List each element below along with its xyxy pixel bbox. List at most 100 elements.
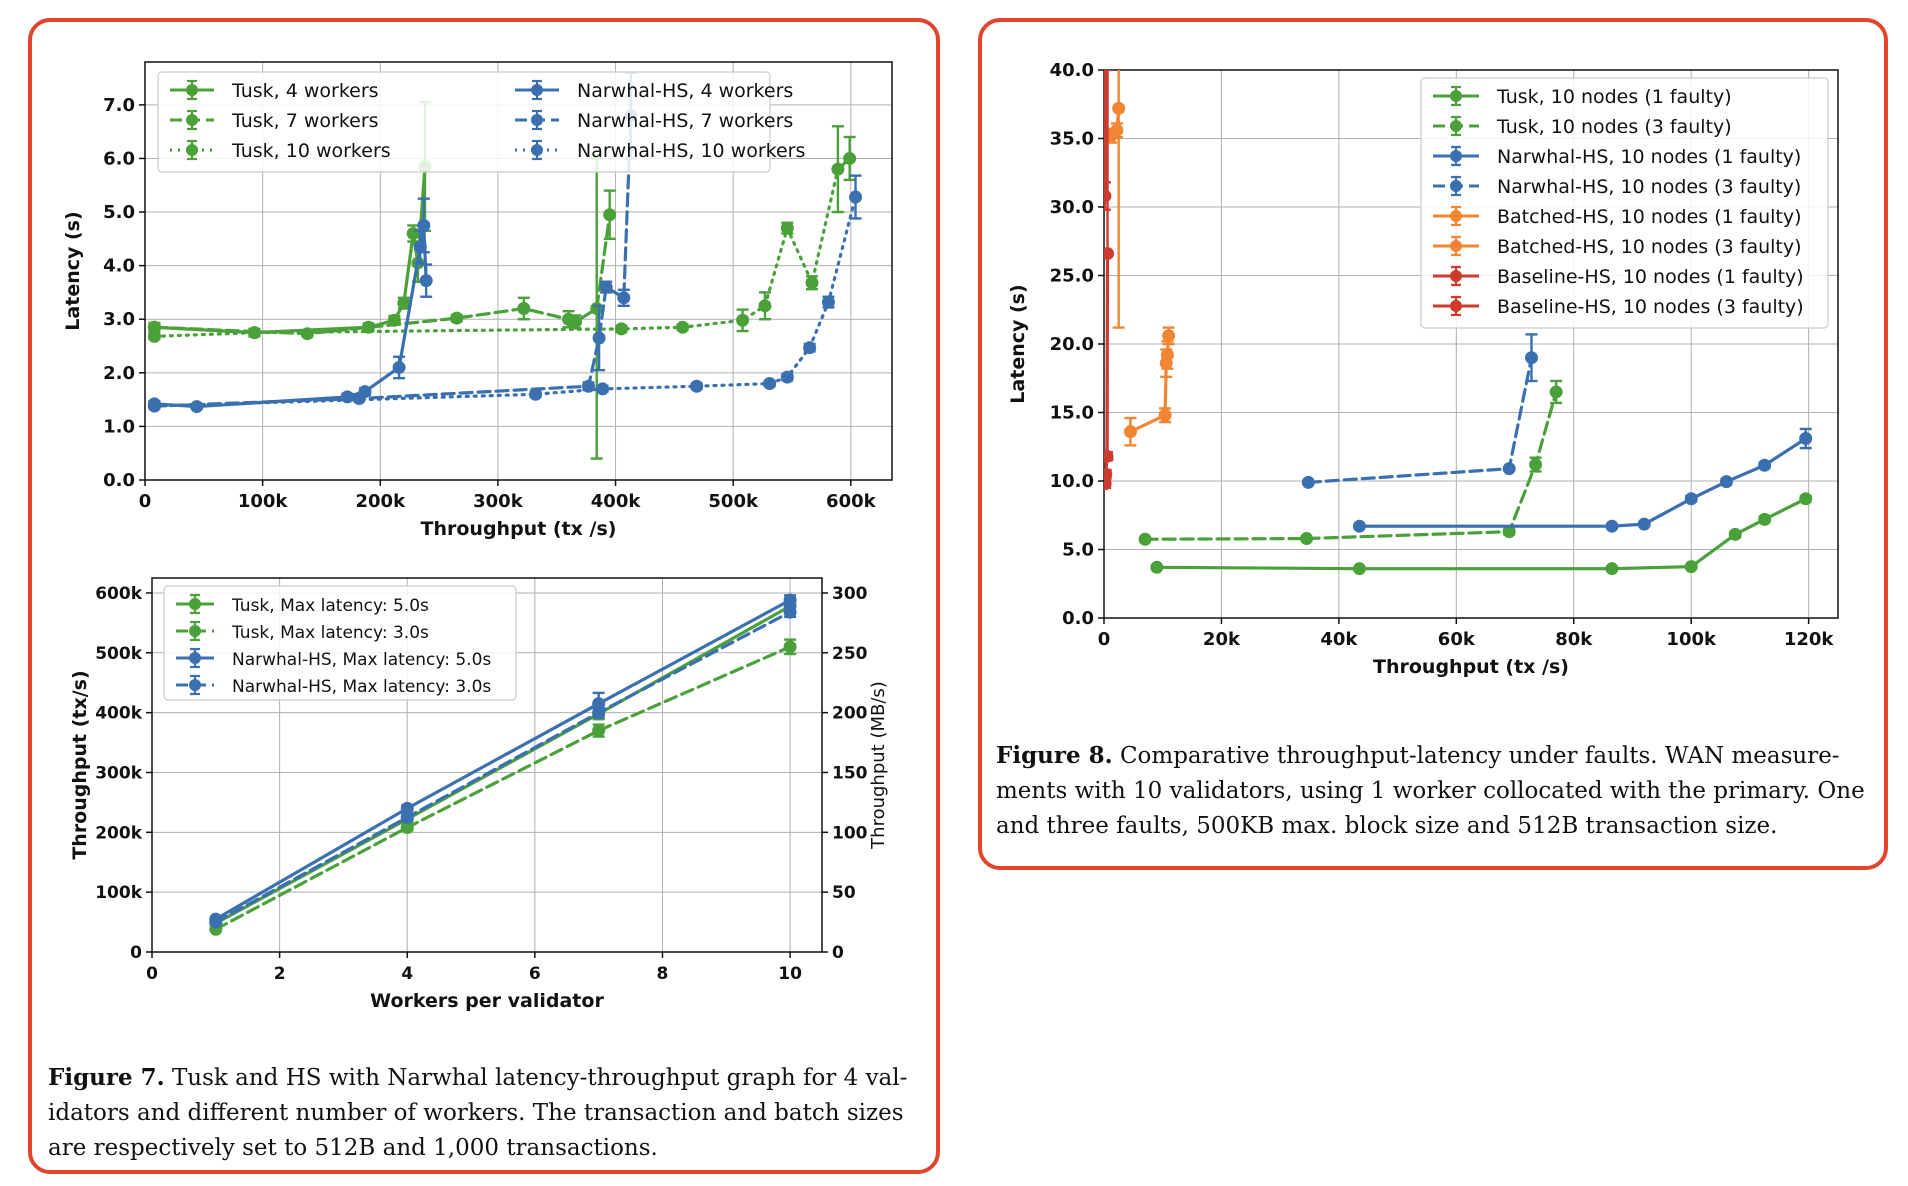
data-point — [1549, 385, 1563, 399]
y-right-tick-label: 200 — [832, 704, 868, 724]
data-point — [1728, 527, 1742, 541]
y-tick-label: 500k — [95, 644, 142, 664]
x-tick-label: 2 — [274, 964, 286, 984]
data-point — [1719, 475, 1733, 489]
y-right-tick-label: 150 — [832, 763, 868, 783]
data-point — [592, 331, 606, 345]
series-line — [1357, 436, 1808, 528]
data-point — [1150, 560, 1164, 574]
y-tick-label: 3.0 — [103, 309, 135, 330]
y-tick-label: 35.0 — [1050, 129, 1094, 150]
legend-label: Batched-HS, 10 nodes (3 faulty) — [1497, 236, 1802, 258]
data-point — [821, 295, 835, 309]
y-tick-label: 300k — [95, 763, 142, 783]
series-line — [1143, 390, 1558, 541]
series-6 — [1104, 70, 1115, 491]
legend-label: Narwhal-HS, 10 workers — [577, 140, 805, 162]
y-tick-label: 600k — [95, 584, 142, 604]
legend-marker — [531, 84, 543, 96]
legend-entry: Batched-HS, 10 nodes (3 faulty) — [1433, 235, 1802, 258]
plot-frame — [144, 61, 893, 481]
x-tick-label: 6 — [529, 964, 541, 984]
data-point — [849, 190, 863, 204]
y-tick-label: 5.0 — [1062, 540, 1094, 561]
legend-label: Baseline-HS, 10 nodes (3 faulty) — [1497, 296, 1804, 318]
y-tick-label: 15.0 — [1050, 403, 1094, 424]
legend-marker — [186, 84, 198, 96]
plot-frame — [1103, 69, 1839, 619]
figure-7-caption: Figure 7. Tusk and HS with Narwhal laten… — [48, 1060, 918, 1166]
legend-label: Tusk, Max latency: 3.0s — [231, 623, 429, 643]
legend-box — [1420, 77, 1829, 329]
data-point — [763, 377, 777, 391]
y-tick-label: 30.0 — [1050, 197, 1094, 218]
data-point — [596, 382, 610, 396]
y-tick-label: 0.0 — [1062, 608, 1094, 629]
data-point — [1352, 562, 1366, 576]
data-point — [1524, 351, 1538, 365]
x-tick-label: 40k — [1320, 629, 1358, 650]
data-point — [529, 387, 543, 401]
legend-entry: Narwhal-HS, Max latency: 3.0s — [176, 674, 491, 697]
data-point — [1529, 458, 1543, 472]
data-point — [1352, 519, 1366, 533]
y-tick-label: 1.0 — [103, 416, 135, 437]
legend-marker — [189, 679, 201, 691]
data-point — [400, 810, 414, 824]
legend-marker — [531, 114, 543, 126]
x-tick-label: 0 — [1098, 629, 1111, 650]
data-point — [1799, 492, 1813, 506]
data-point — [417, 218, 431, 232]
data-point — [1799, 432, 1813, 446]
data-point — [517, 302, 531, 316]
legend-marker — [531, 144, 543, 156]
legend-entry: Tusk, Max latency: 5.0s — [176, 593, 429, 616]
x-tick-label: 10 — [778, 964, 802, 984]
data-point — [1605, 562, 1619, 576]
y-tick-label: 10.0 — [1050, 471, 1094, 492]
data-point — [758, 299, 772, 313]
data-point — [780, 221, 794, 235]
plot-frame — [151, 577, 823, 953]
legend-marker — [1450, 180, 1462, 192]
series-2 — [1352, 427, 1813, 533]
legend-entry: Tusk, 4 workers — [170, 79, 379, 102]
data-point — [419, 274, 433, 288]
legend-label: Narwhal-HS, Max latency: 3.0s — [232, 677, 491, 697]
series-line — [1306, 356, 1534, 484]
y-right-tick-label: 0 — [832, 943, 844, 963]
data-point — [1158, 408, 1172, 422]
series-line — [214, 610, 792, 924]
x-tick-label: 0 — [139, 491, 152, 512]
data-point — [1112, 101, 1126, 115]
legend-entry: Tusk, 10 workers — [170, 139, 391, 162]
y-axis-label: Throughput (tx/s) — [69, 670, 91, 859]
series-layer — [209, 593, 797, 936]
series-3 — [209, 605, 797, 929]
data-point — [147, 320, 161, 334]
legend-marker — [186, 144, 198, 156]
data-point — [1104, 189, 1112, 203]
y-right-tick-label: 300 — [832, 584, 868, 604]
figure-8-label: Figure 8. — [996, 742, 1113, 769]
legend-marker — [1450, 90, 1462, 102]
legend-label: Tusk, 10 workers — [231, 140, 391, 162]
data-point — [736, 313, 750, 327]
series-5 — [147, 174, 863, 413]
y-tick-label: 400k — [95, 704, 142, 724]
legend-entry: Narwhal-HS, 10 workers — [515, 139, 805, 162]
figure-7-label: Figure 7. — [48, 1064, 165, 1091]
data-point — [397, 296, 411, 310]
legend-entry: Batched-HS, 10 nodes (1 faulty) — [1433, 205, 1802, 228]
y-axis-label: Latency (s) — [1007, 284, 1029, 403]
legend-marker — [186, 114, 198, 126]
data-point — [603, 208, 617, 222]
data-point — [400, 801, 414, 815]
legend-marker — [1450, 300, 1462, 312]
data-point — [783, 605, 797, 619]
data-point — [843, 151, 857, 165]
x-tick-label: 300k — [473, 491, 524, 512]
x-tick-label: 8 — [657, 964, 669, 984]
data-point — [1104, 247, 1115, 261]
y-tick-label: 6.0 — [103, 148, 135, 169]
